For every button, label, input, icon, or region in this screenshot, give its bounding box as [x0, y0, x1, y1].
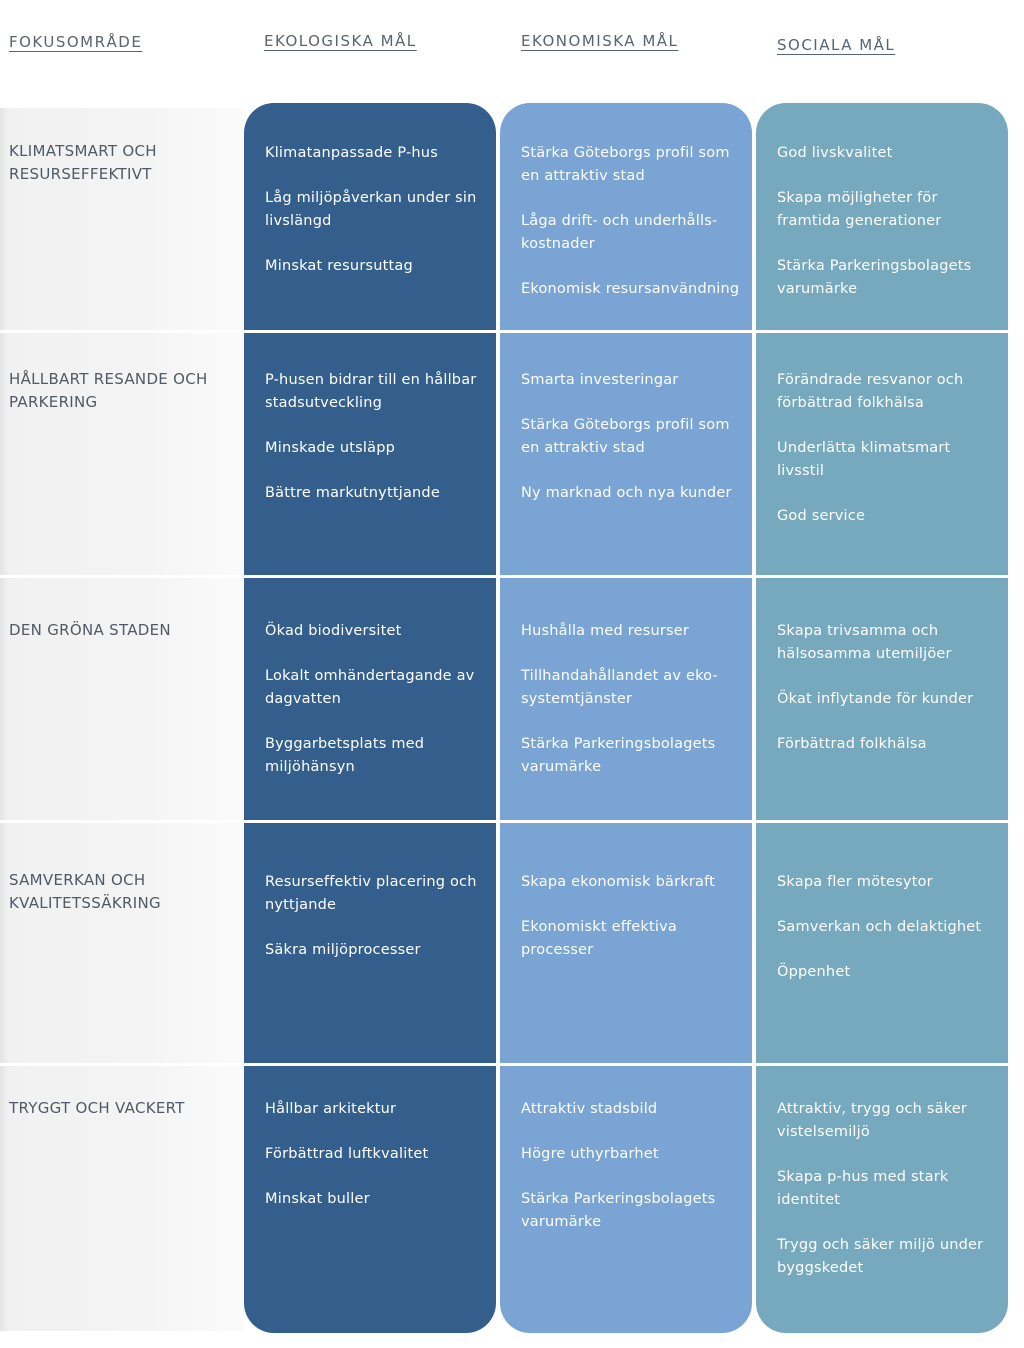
goal-item: Klimatanpassade P-hus [265, 145, 438, 161]
goal-item: Attraktiv, trygg och säker vistelsemiljö [777, 1101, 968, 1140]
ekonomiska-cell-row-4: Skapa ekonomisk bärkraft Ekonomiskt effe… [521, 871, 743, 984]
ekonomiska-cell-row-3: Hushålla med resurser Tillhandahållandet… [521, 620, 743, 801]
goal-item: Skapa trivsamma och hälsosamma utemiljöe… [777, 623, 952, 662]
goal-item: Stärka Göteborgs profil som en attraktiv… [521, 145, 730, 184]
row-separator [0, 1063, 1024, 1066]
goal-item: Resurseffektiv placering och nyttjande [265, 874, 477, 913]
focus-label-row-3: DEN GRÖNA STADEN [9, 621, 171, 639]
goal-item: Samverkan och delaktighet [777, 919, 982, 935]
sociala-cell-row-1: God livskvalitet Skapa möjligheter för f… [777, 142, 999, 323]
row-separator [0, 575, 1024, 578]
goal-item: Ökat inflytande för kunder [777, 691, 974, 707]
row-separator [0, 820, 1024, 823]
goal-item: Säkra miljöprocesser [265, 942, 421, 958]
goal-item: Låg miljöpåverkan under sin livslängd [265, 190, 477, 229]
goal-item: Förbättrad luftkvalitet [265, 1146, 429, 1162]
focus-bg-row-1 [0, 108, 244, 330]
focus-bg-row-2 [0, 333, 244, 575]
goal-item: Öppenhet [777, 964, 851, 980]
goal-item: Stärka Parkeringsbolagets varumärke [521, 1191, 716, 1230]
goal-item: Byggarbetsplats med miljöhänsyn [265, 736, 425, 775]
header-ekonomiska-mal: EKONOMISKA MÅL [521, 32, 679, 50]
focus-label-row-1: KLIMATSMART OCH RESURSEFFEKTIVT [9, 142, 157, 183]
focus-bg-row-5 [0, 1066, 244, 1331]
goal-item: Attraktiv stadsbild [521, 1101, 658, 1117]
goal-item: Hållbar arkitektur [265, 1101, 397, 1117]
sociala-cell-row-2: Förändrade resvanor och förbättrad folkh… [777, 369, 999, 550]
goal-item: Minskat buller [265, 1191, 370, 1207]
goal-item: Skapa p-hus med stark identitet [777, 1169, 949, 1208]
focus-label-row-5: TRYGGT OCH VACKERT [9, 1099, 185, 1117]
goal-item: Ny marknad och nya kunder [521, 485, 732, 501]
focus-label-row-2: HÅLLBART RESANDE OCH PARKERING [9, 370, 208, 411]
goal-item: Minskade utsläpp [265, 440, 395, 456]
ekologiska-cell-row-1: Klimatanpassade P-hus Låg miljöpåverkan … [265, 142, 487, 300]
goal-item: Ökad biodiversitet [265, 623, 402, 639]
header-ekologiska-mal: EKOLOGISKA MÅL [264, 32, 417, 50]
goal-item: Låga drift- och underhålls-kostnader [521, 213, 718, 252]
focus-label-row-4: SAMVERKAN OCH KVALITETSSÄKRING [9, 871, 161, 912]
ekologiska-cell-row-2: P-husen bidrar till en hållbar stadsutve… [265, 369, 487, 527]
goal-item: Trygg och säker miljö under byggskedet [777, 1237, 984, 1276]
goal-item: Stärka Göteborgs profil som en attraktiv… [521, 417, 730, 456]
column-ekonomiska [500, 103, 752, 1333]
ekonomiska-cell-row-2: Smarta investeringar Stärka Göteborgs pr… [521, 369, 743, 527]
row-separator [0, 330, 1024, 333]
goal-item: Bättre markutnyttjande [265, 485, 440, 501]
goal-item: Underlätta klimatsmart livsstil [777, 440, 951, 479]
focus-bg-row-4 [0, 823, 244, 1063]
goal-item: Minskat resursuttag [265, 258, 413, 274]
ekologiska-cell-row-5: Hållbar arkitektur Förbättrad luftkvalit… [265, 1098, 487, 1233]
ekonomiska-cell-row-5: Attraktiv stadsbild Högre uthyrbarhet St… [521, 1098, 743, 1256]
header-fokusomrade: FOKUSOMRÅDE [9, 33, 143, 51]
goal-item: Ekonomisk resursanvändning [521, 281, 740, 297]
goal-item: God service [777, 508, 866, 524]
goal-item: Hushålla med resurser [521, 623, 690, 639]
goal-item: Skapa fler mötesytor [777, 874, 933, 890]
goal-item: Förändrade resvanor och förbättrad folkh… [777, 372, 964, 411]
header-sociala-mal: SOCIALA MÅL [777, 36, 896, 54]
goal-item: God livskvalitet [777, 145, 893, 161]
focus-bg-row-3 [0, 578, 244, 820]
goal-item: Ekonomiskt effektiva processer [521, 919, 678, 958]
goal-item: Skapa möjligheter för framtida generatio… [777, 190, 942, 229]
goal-item: Stärka Parkeringsbolagets varumärke [521, 736, 716, 775]
column-sociala [756, 103, 1008, 1333]
goal-item: Smarta investeringar [521, 372, 679, 388]
goal-item: Stärka Parkeringsbolagets varumärke [777, 258, 972, 297]
goal-item: Högre uthyrbarhet [521, 1146, 659, 1162]
goal-item: Lokalt omhändertagande av dagvatten [265, 668, 475, 707]
goal-item: Tillhandahållandet av eko-systemtjänster [521, 668, 718, 707]
ekologiska-cell-row-3: Ökad biodiversitet Lokalt omhändertagand… [265, 620, 487, 801]
sociala-cell-row-5: Attraktiv, trygg och säker vistelsemiljö… [777, 1098, 999, 1302]
goal-item: Förbättrad folkhälsa [777, 736, 927, 752]
sociala-cell-row-4: Skapa fler mötesytor Samverkan och delak… [777, 871, 999, 1006]
ekologiska-cell-row-4: Resurseffektiv placering och nyttjande S… [265, 871, 487, 984]
column-ekologiska [244, 103, 496, 1333]
goal-item: P-husen bidrar till en hållbar stadsutve… [265, 372, 477, 411]
goal-item: Skapa ekonomisk bärkraft [521, 874, 716, 890]
ekonomiska-cell-row-1: Stärka Göteborgs profil som en attraktiv… [521, 142, 743, 323]
sociala-cell-row-3: Skapa trivsamma och hälsosamma utemiljöe… [777, 620, 999, 778]
